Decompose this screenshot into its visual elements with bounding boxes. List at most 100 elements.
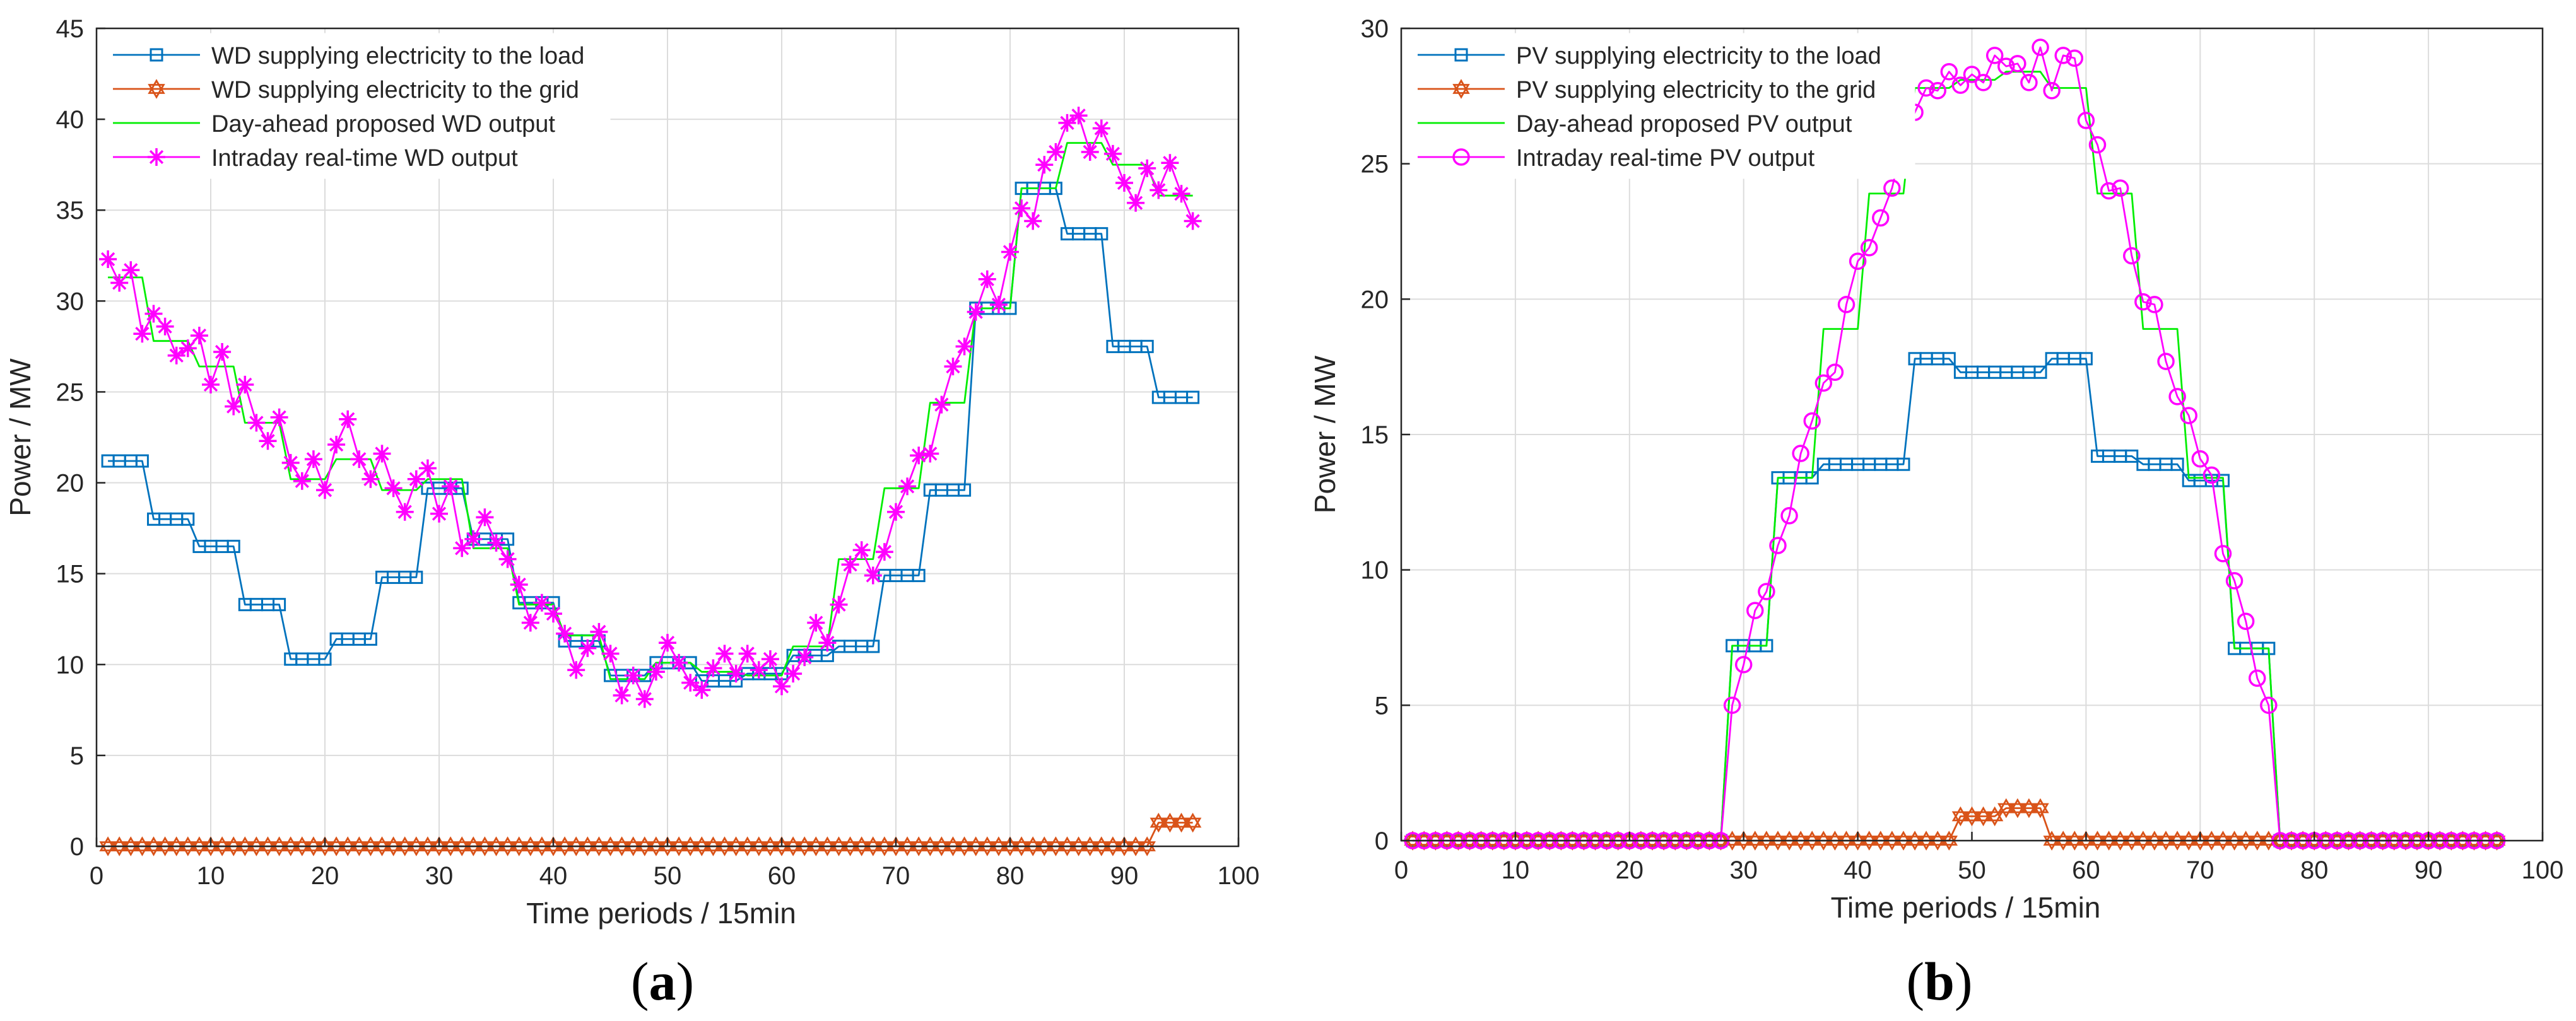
data-point — [2214, 545, 2232, 563]
data-point — [305, 836, 322, 856]
data-point — [236, 836, 254, 856]
data-point — [715, 836, 734, 856]
data-point — [110, 836, 128, 856]
data-point — [1093, 836, 1110, 856]
data-point — [135, 454, 149, 468]
data-point — [1814, 831, 1833, 851]
data-point — [409, 570, 423, 584]
data-point — [944, 358, 962, 376]
data-point — [2043, 81, 2061, 100]
legend-label: WD supplying electricity to the grid — [211, 77, 579, 103]
legend-item-4: Intraday real-time WD output — [113, 145, 518, 172]
data-point — [2009, 798, 2026, 819]
data-point — [866, 639, 880, 653]
data-point — [1758, 831, 1775, 851]
x-tick-label: 100 — [1218, 862, 1260, 890]
data-point — [647, 836, 665, 856]
data-point — [144, 836, 163, 856]
data-point — [281, 836, 300, 856]
y-tick-label: 5 — [1375, 692, 1389, 720]
data-point — [613, 686, 631, 704]
data-point — [624, 667, 642, 685]
data-point — [144, 305, 163, 323]
data-point — [2157, 353, 2175, 370]
data-point — [181, 512, 195, 526]
data-point — [1161, 812, 1179, 833]
panel-label-a: (a) — [631, 951, 694, 1012]
data-point — [167, 836, 185, 856]
data-point — [247, 836, 266, 856]
data-point — [2020, 798, 2038, 819]
data-point — [1150, 181, 1168, 199]
legend-marker — [1454, 48, 1468, 62]
data-point — [510, 576, 528, 593]
data-point — [487, 534, 505, 552]
x-tick-label: 0 — [90, 862, 103, 890]
data-point — [1929, 81, 1946, 100]
data-point — [590, 836, 608, 856]
data-point — [715, 645, 734, 663]
chart-pv: 0 10 20 30 40 50 60 70 80 90 100 0 5 10 15 20 25 30 Time p… — [1309, 15, 2563, 924]
data-point — [761, 650, 779, 668]
data-point — [259, 432, 277, 450]
y-tick-label: 0 — [70, 833, 84, 861]
data-point — [236, 375, 254, 394]
y-tick-label: 10 — [56, 651, 85, 679]
data-point — [1860, 239, 1878, 257]
data-point — [784, 836, 802, 856]
data-point — [327, 836, 345, 856]
data-point — [727, 836, 745, 856]
data-point — [110, 274, 129, 292]
data-point — [1186, 390, 1200, 404]
data-point — [1826, 831, 1844, 851]
x-tick-label: 20 — [1616, 856, 1644, 884]
legend-item-1: WD supplying electricity to the load — [113, 43, 584, 69]
legend-label: PV supplying electricity to the grid — [1516, 77, 1876, 103]
data-point — [293, 472, 311, 490]
y-tick-label: 30 — [56, 288, 85, 315]
data-point — [921, 836, 939, 856]
data-point — [979, 836, 996, 856]
data-point — [681, 674, 700, 692]
data-point — [2066, 49, 2084, 67]
data-point — [1184, 212, 1202, 230]
data-point — [556, 836, 573, 856]
data-point — [487, 836, 505, 856]
y-tick-label: 25 — [1361, 151, 1389, 178]
x-tick-label: 90 — [1110, 862, 1139, 890]
data-point — [1929, 831, 1946, 851]
legend-item-3: Day-ahead proposed WD output — [113, 111, 555, 137]
data-point — [1138, 836, 1156, 856]
data-point — [830, 836, 848, 856]
data-point — [784, 665, 803, 683]
data-point — [501, 532, 515, 546]
data-point — [681, 836, 699, 856]
data-point — [544, 605, 562, 623]
data-point — [327, 436, 346, 453]
legend-label: Day-ahead proposed PV output — [1516, 111, 1852, 137]
data-point — [796, 648, 814, 667]
data-point — [2125, 449, 2139, 463]
data-point — [2020, 74, 2038, 91]
data-point — [932, 395, 951, 414]
legend-marker — [148, 79, 165, 99]
data-point — [1826, 363, 1844, 382]
data-point — [304, 450, 322, 469]
data-point — [1095, 227, 1109, 241]
data-point — [1997, 798, 2015, 819]
data-point — [932, 836, 951, 856]
data-point — [1942, 352, 1956, 366]
data-point — [2203, 466, 2221, 484]
data-point — [1803, 412, 1821, 430]
data-point — [2203, 831, 2221, 851]
data-point — [225, 836, 242, 856]
data-point — [1917, 79, 1935, 97]
data-point — [1127, 194, 1145, 212]
data-point — [944, 836, 962, 856]
data-point — [2100, 831, 2118, 851]
data-point — [521, 614, 539, 632]
data-point — [430, 505, 448, 523]
data-point — [1895, 831, 1912, 851]
data-point — [407, 470, 425, 488]
